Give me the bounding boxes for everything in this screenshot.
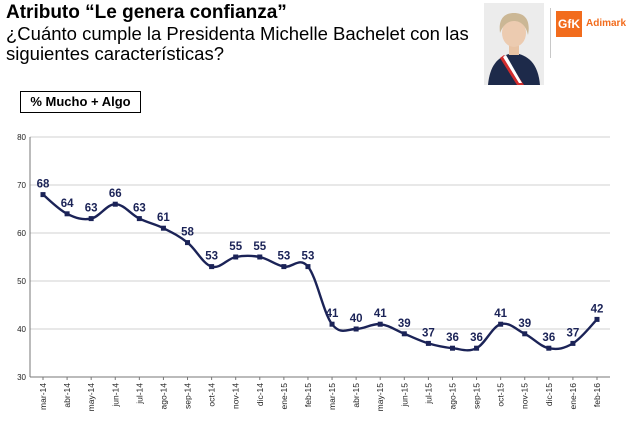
data-point	[233, 254, 239, 260]
y-tick-label: 50	[17, 277, 26, 286]
x-tick-label: jul-14	[134, 383, 144, 405]
x-tick-label: nov-14	[231, 383, 241, 409]
x-tick-label: jun-15	[399, 383, 409, 408]
x-tick-label: feb-15	[303, 383, 313, 407]
data-point	[281, 264, 287, 270]
series-line	[42, 193, 598, 352]
data-point	[185, 240, 191, 246]
data-label: 41	[374, 308, 387, 320]
x-tick-label: sep-15	[472, 383, 482, 409]
logo-divider	[550, 8, 551, 58]
x-tick-label: mar-14	[38, 383, 48, 410]
chart-title: Atributo “Le genera confianza”	[6, 2, 287, 23]
x-tick-label: abr-15	[351, 383, 361, 408]
x-tick-label: nov-15	[520, 383, 530, 409]
data-label: 39	[518, 318, 531, 330]
data-label: 58	[181, 227, 194, 239]
data-point	[305, 264, 311, 270]
data-point	[40, 192, 46, 198]
data-label: 68	[37, 179, 50, 191]
data-label: 42	[591, 303, 604, 315]
x-tick-label: ene-15	[279, 383, 289, 410]
data-point	[88, 216, 94, 222]
y-tick-label: 60	[17, 229, 26, 238]
chart-subtitle: ¿Cuánto cumple la Presidenta Michelle Ba…	[6, 23, 469, 64]
data-label: 36	[446, 332, 459, 344]
data-label: 64	[61, 198, 74, 210]
data-point	[546, 345, 552, 351]
legend-label: % Mucho + Algo	[20, 91, 141, 113]
data-label: 41	[326, 308, 339, 320]
data-label: 55	[253, 241, 266, 253]
adimark-logo: Adimark	[586, 18, 627, 29]
data-label: 53	[302, 251, 315, 263]
y-tick-label: 80	[17, 133, 26, 142]
x-tick-label: mar-15	[327, 383, 337, 410]
data-label: 41	[494, 308, 507, 320]
data-point	[594, 316, 600, 322]
x-tick-label: feb-16	[592, 383, 602, 407]
data-label: 66	[109, 188, 122, 200]
y-tick-label: 40	[17, 325, 26, 334]
x-tick-label: oct-15	[496, 383, 506, 407]
data-point	[209, 264, 215, 270]
data-label: 55	[229, 241, 242, 253]
data-point	[160, 225, 166, 231]
data-point	[522, 331, 528, 337]
x-tick-label: dic-14	[255, 383, 265, 406]
x-tick-label: ago-15	[447, 383, 457, 410]
data-label: 36	[542, 332, 555, 344]
y-tick-label: 70	[17, 181, 26, 190]
gfk-logo: GfK	[556, 11, 582, 37]
data-point	[570, 340, 576, 346]
x-tick-label: may-14	[86, 383, 96, 412]
data-point	[329, 321, 335, 327]
x-tick-label: dic-15	[544, 383, 554, 406]
data-point	[498, 321, 504, 327]
x-tick-label: jun-14	[110, 383, 120, 408]
x-tick-label: sep-14	[183, 383, 193, 409]
data-label: 63	[133, 203, 146, 215]
x-tick-label: may-15	[375, 383, 385, 412]
data-point	[353, 326, 359, 332]
data-label: 63	[85, 203, 98, 215]
data-label: 53	[277, 251, 290, 263]
data-point	[377, 321, 383, 327]
data-point	[449, 345, 455, 351]
data-label: 40	[350, 313, 363, 325]
data-point	[136, 216, 142, 222]
data-label: 37	[422, 327, 435, 339]
x-tick-label: abr-14	[62, 383, 72, 408]
y-tick-label: 30	[17, 373, 26, 382]
data-point	[64, 211, 70, 217]
x-tick-label: ago-14	[158, 383, 168, 410]
president-photo	[484, 3, 544, 85]
data-label: 53	[205, 251, 218, 263]
data-label: 36	[470, 332, 483, 344]
data-point	[474, 345, 480, 351]
data-point	[112, 201, 118, 207]
x-tick-label: ene-16	[568, 383, 578, 410]
x-tick-label: oct-14	[207, 383, 217, 407]
data-label: 39	[398, 318, 411, 330]
data-point	[401, 331, 407, 337]
data-point	[257, 254, 263, 260]
data-label: 61	[157, 212, 170, 224]
x-tick-label: jul-15	[423, 383, 433, 405]
data-point	[425, 340, 431, 346]
data-label: 37	[567, 327, 580, 339]
